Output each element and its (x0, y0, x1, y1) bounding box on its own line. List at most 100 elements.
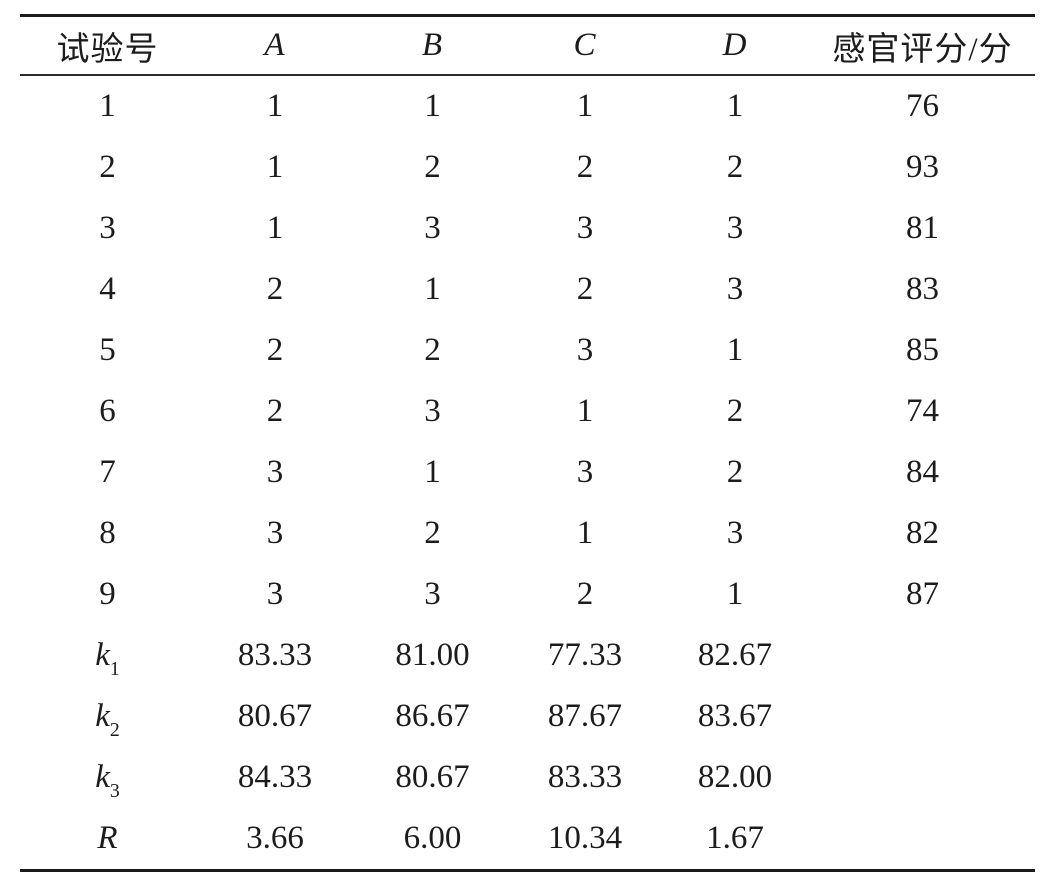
factor-b-cell: 3 (424, 576, 441, 612)
table-row: 5 2 2 3 1 85 (20, 320, 1035, 381)
factor-c-cell: 2 (576, 576, 594, 612)
factor-b-cell: 2 (424, 332, 441, 368)
factor-a-cell: 1 (266, 88, 284, 124)
table-row: 2 1 2 2 2 93 (20, 137, 1035, 198)
score-cell: 81 (906, 210, 939, 246)
factor-c-cell: 3 (576, 332, 594, 368)
factor-c-cell: 1 (576, 393, 594, 429)
score-cell: 87 (906, 576, 939, 612)
stats-a-cell: 3.66 (246, 820, 304, 856)
col-header-factor-b: B (355, 15, 510, 76)
col-header-trial-number: 试验号 (20, 15, 195, 76)
stats-label-sub: 3 (109, 779, 120, 802)
stats-label-cell: R (20, 808, 195, 871)
stats-b-cell: 80.67 (395, 759, 470, 795)
stats-row-k3: k3 84.33 80.67 83.33 82.00 (20, 747, 1035, 808)
factor-b-cell: 1 (424, 88, 441, 124)
factor-b-cell: 3 (424, 393, 441, 429)
factor-a-cell: 1 (266, 210, 284, 246)
stats-label-sub: 2 (109, 718, 120, 741)
factor-d-cell: 1 (726, 576, 744, 612)
stats-c-cell: 77.33 (547, 637, 623, 673)
factor-a-cell: 3 (266, 576, 284, 612)
table-row: 7 3 1 3 2 84 (20, 442, 1035, 503)
score-cell: 84 (906, 454, 939, 490)
stats-b-cell: 86.67 (395, 698, 470, 734)
stats-label-sub: 1 (109, 657, 120, 680)
score-cell: 74 (906, 393, 939, 429)
stats-score-empty-cell (810, 747, 1035, 808)
trial-cell: 4 (99, 271, 116, 307)
stats-d-cell: 83.67 (697, 698, 773, 734)
factor-b-cell: 2 (424, 515, 441, 551)
trial-cell: 7 (99, 454, 116, 490)
stats-row-range: R 3.66 6.00 10.34 1.67 (20, 808, 1035, 871)
trial-cell: 2 (99, 149, 116, 185)
stats-d-cell: 82.00 (697, 759, 773, 795)
stats-a-cell: 83.33 (237, 637, 313, 673)
stats-row-k2: k2 80.67 86.67 87.67 83.67 (20, 686, 1035, 747)
trial-cell: 3 (99, 210, 116, 246)
col-header-sensory-score: 感官评分/分 (810, 15, 1035, 76)
stats-score-empty-cell (810, 625, 1035, 686)
factor-c-cell: 3 (576, 210, 594, 246)
factor-d-cell: 3 (726, 515, 744, 551)
factor-a-cell: 2 (266, 271, 284, 307)
stats-c-cell: 10.34 (547, 820, 623, 856)
factor-c-cell: 2 (576, 149, 594, 185)
factor-d-cell: 2 (726, 393, 744, 429)
factor-d-cell: 2 (726, 149, 744, 185)
stats-a-cell: 80.67 (237, 698, 313, 734)
factor-b-cell: 1 (424, 271, 441, 307)
trial-cell: 1 (99, 88, 116, 124)
stats-label-base: k (95, 759, 110, 795)
factor-a-cell: 3 (266, 454, 284, 490)
trial-cell: 6 (99, 393, 116, 429)
stats-d-cell: 1.67 (706, 820, 764, 856)
stats-b-cell: 6.00 (403, 820, 462, 856)
stats-score-empty-cell (810, 686, 1035, 747)
trial-cell: 5 (99, 332, 116, 368)
col-header-factor-c: C (510, 15, 660, 76)
factor-c-cell: 1 (576, 515, 594, 551)
orthogonal-test-table: 试验号 A B C D 感官评分/分 1 1 1 1 1 76 2 1 2 2 (20, 14, 1035, 872)
table-row: 6 2 3 1 2 74 (20, 381, 1035, 442)
factor-b-cell: 3 (424, 210, 441, 246)
stats-row-k1: k1 83.33 81.00 77.33 82.67 (20, 625, 1035, 686)
col-header-factor-a: A (195, 15, 355, 76)
trial-cell: 9 (99, 576, 116, 612)
stats-label-base: k (95, 637, 110, 673)
orthogonal-test-table-wrap: 试验号 A B C D 感官评分/分 1 1 1 1 1 76 2 1 2 2 (20, 14, 1035, 872)
factor-d-cell: 1 (726, 88, 744, 124)
score-cell: 85 (906, 332, 939, 368)
score-cell: 93 (906, 149, 939, 185)
table-row: 8 3 2 1 3 82 (20, 503, 1035, 564)
trial-cell: 8 (99, 515, 116, 551)
stats-b-cell: 81.00 (395, 637, 470, 673)
stats-label-cell: k3 (20, 747, 195, 808)
table-row: 1 1 1 1 1 76 (20, 75, 1035, 137)
score-cell: 82 (906, 515, 939, 551)
table-row: 9 3 3 2 1 87 (20, 564, 1035, 625)
factor-a-cell: 3 (266, 515, 284, 551)
factor-c-cell: 3 (576, 454, 594, 490)
score-cell: 83 (906, 271, 939, 307)
header-row: 试验号 A B C D 感官评分/分 (20, 15, 1035, 76)
factor-d-cell: 3 (726, 210, 744, 246)
stats-score-empty-cell (810, 808, 1035, 871)
factor-d-cell: 1 (726, 332, 744, 368)
factor-d-cell: 2 (726, 454, 744, 490)
table-row: 3 1 3 3 3 81 (20, 198, 1035, 259)
factor-c-cell: 1 (576, 88, 594, 124)
table-row: 4 2 1 2 3 83 (20, 259, 1035, 320)
factor-d-cell: 3 (726, 271, 744, 307)
stats-label-base: R (97, 820, 118, 856)
factor-c-cell: 2 (576, 271, 594, 307)
col-header-factor-d: D (660, 15, 810, 76)
factor-a-cell: 1 (266, 149, 284, 185)
stats-c-cell: 83.33 (547, 759, 623, 795)
factor-a-cell: 2 (266, 332, 284, 368)
stats-label-cell: k2 (20, 686, 195, 747)
factor-a-cell: 2 (266, 393, 284, 429)
score-cell: 76 (906, 88, 939, 124)
